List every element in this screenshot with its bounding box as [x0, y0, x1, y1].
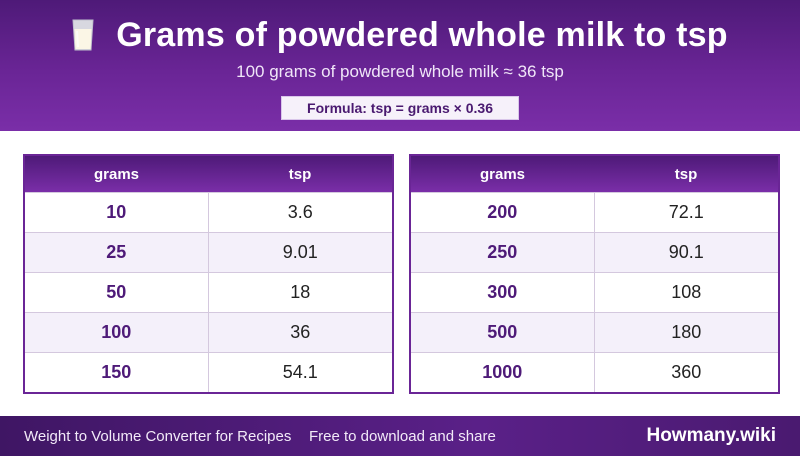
table-row: 300 108 — [410, 272, 779, 313]
tsp-cell: 90.1 — [594, 232, 779, 273]
brand-logo-text[interactable]: Howmany.wiki — [646, 425, 776, 446]
grams-cell: 500 — [410, 312, 595, 353]
grams-cell: 50 — [24, 272, 209, 313]
table-row: 250 90.1 — [410, 232, 779, 273]
title-row: Grams of powdered whole milk to tsp — [0, 12, 800, 58]
conversion-table-left: grams tsp 10 3.6 25 9.01 50 18 100 36 15… — [23, 154, 394, 394]
header-banner: Grams of powdered whole milk to tsp 100 … — [0, 0, 800, 131]
tsp-cell: 36 — [208, 312, 393, 353]
column-header-grams: grams — [24, 155, 208, 193]
table-row: 50 18 — [24, 272, 393, 313]
table-row: 500 180 — [410, 312, 779, 353]
tsp-cell: 9.01 — [208, 232, 393, 273]
tsp-cell: 18 — [208, 272, 393, 313]
formula-badge: Formula: tsp = grams × 0.36 — [281, 96, 519, 120]
tsp-cell: 360 — [594, 352, 779, 393]
table-row: 150 54.1 — [24, 352, 393, 393]
tsp-cell: 180 — [594, 312, 779, 353]
tsp-cell: 108 — [594, 272, 779, 313]
conversion-table-right: grams tsp 200 72.1 250 90.1 300 108 500 … — [409, 154, 780, 394]
footer-share-note: Free to download and share — [309, 428, 496, 445]
column-header-tsp: tsp — [594, 155, 779, 193]
grams-cell: 300 — [410, 272, 595, 313]
tsp-cell: 72.1 — [594, 192, 779, 233]
page-title: Grams of powdered whole milk to tsp — [116, 15, 728, 54]
table-row: 200 72.1 — [410, 192, 779, 233]
grams-cell: 1000 — [410, 352, 595, 393]
tsp-cell: 3.6 — [208, 192, 393, 233]
grams-cell: 150 — [24, 352, 209, 393]
footer-bar: Weight to Volume Converter for Recipes F… — [0, 416, 800, 456]
table-row: 1000 360 — [410, 352, 779, 393]
table-header-row: grams tsp — [410, 155, 779, 193]
table-header-row: grams tsp — [24, 155, 393, 193]
milk-glass-icon — [72, 19, 94, 51]
table-row: 10 3.6 — [24, 192, 393, 233]
table-row: 25 9.01 — [24, 232, 393, 273]
grams-cell: 10 — [24, 192, 209, 233]
tsp-cell: 54.1 — [208, 352, 393, 393]
page-subtitle: 100 grams of powdered whole milk ≈ 36 ts… — [236, 62, 564, 81]
grams-cell: 100 — [24, 312, 209, 353]
footer-converter-label: Weight to Volume Converter for Recipes — [24, 428, 292, 445]
grams-cell: 250 — [410, 232, 595, 273]
column-header-tsp: tsp — [208, 155, 393, 193]
table-row: 100 36 — [24, 312, 393, 353]
grams-cell: 25 — [24, 232, 209, 273]
column-header-grams: grams — [410, 155, 594, 193]
grams-cell: 200 — [410, 192, 595, 233]
